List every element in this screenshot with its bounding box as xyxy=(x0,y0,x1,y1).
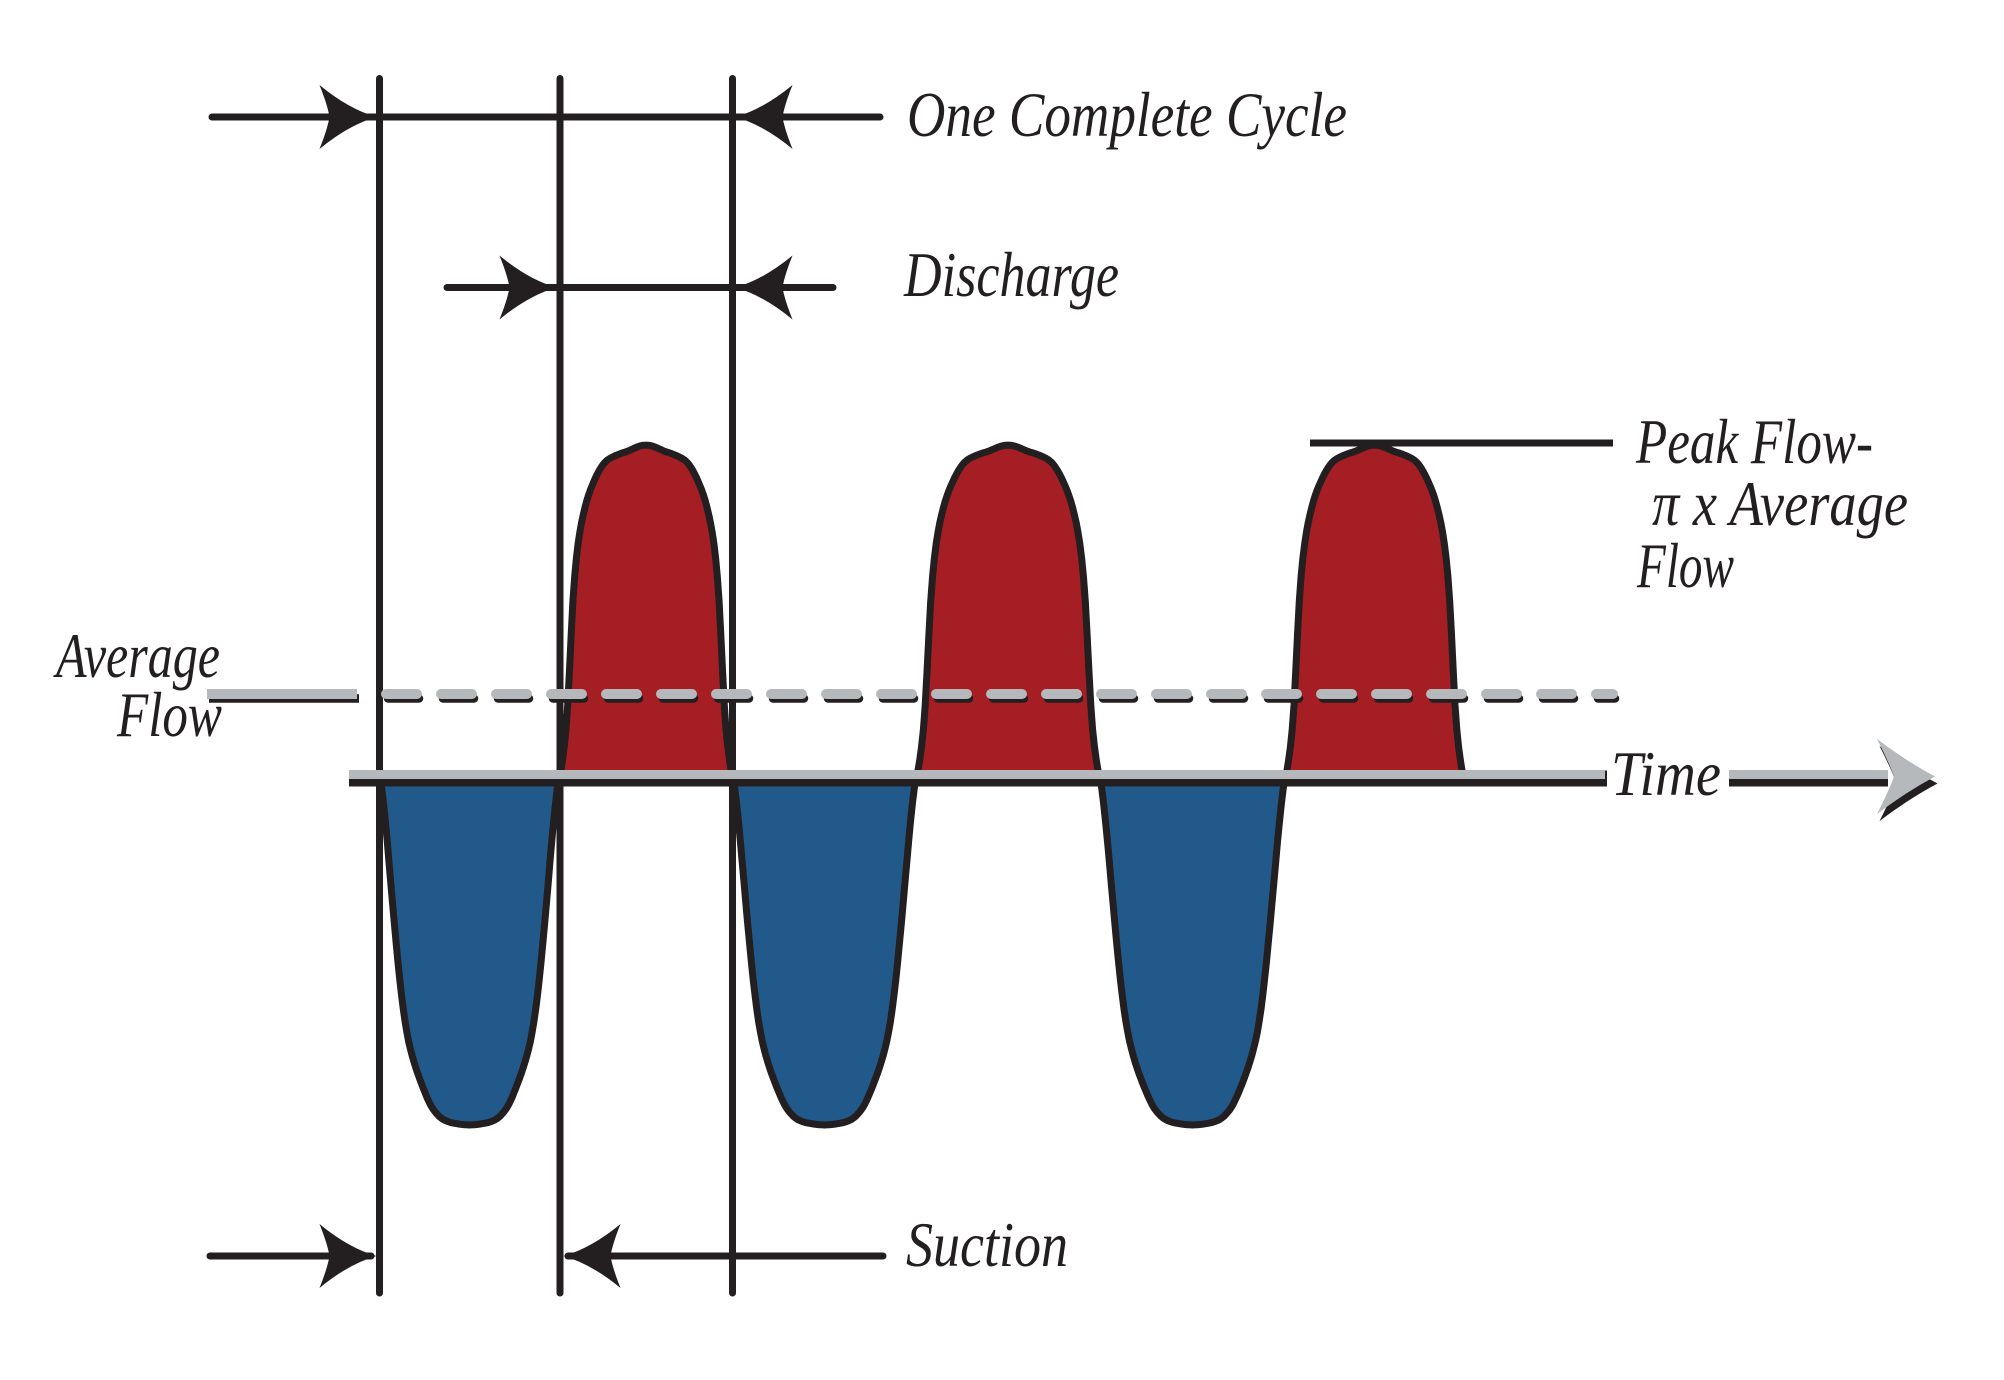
svg-text:Discharge: Discharge xyxy=(903,240,1119,310)
svg-text:π x Average: π x Average xyxy=(1652,469,1908,539)
svg-text:One Complete Cycle: One Complete Cycle xyxy=(907,80,1347,150)
svg-text:Flow: Flow xyxy=(116,680,222,750)
svg-text:Peak Flow-: Peak Flow- xyxy=(1635,407,1873,477)
svg-text:Flow: Flow xyxy=(1636,531,1734,601)
svg-text:Average: Average xyxy=(53,621,220,691)
svg-text:Suction: Suction xyxy=(906,1210,1068,1280)
svg-text:Time: Time xyxy=(1611,739,1721,809)
